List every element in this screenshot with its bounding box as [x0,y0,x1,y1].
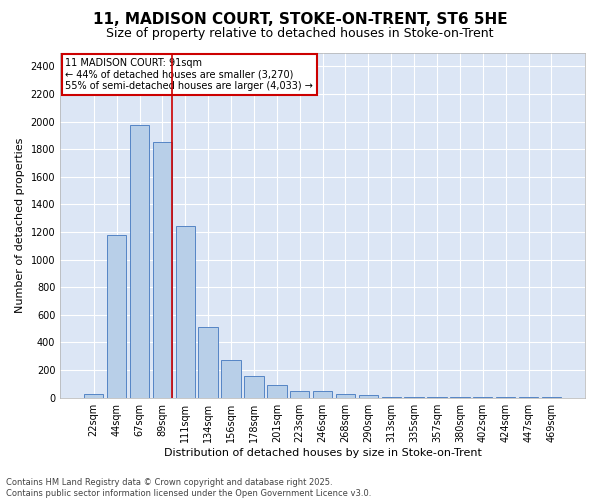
X-axis label: Distribution of detached houses by size in Stoke-on-Trent: Distribution of detached houses by size … [164,448,482,458]
Y-axis label: Number of detached properties: Number of detached properties [15,138,25,313]
Bar [152,142,172,398]
Text: 11 MADISON COURT: 91sqm
← 44% of detached houses are smaller (3,270)
55% of semi: 11 MADISON COURT: 91sqm ← 44% of detache… [65,58,313,91]
Text: 11, MADISON COURT, STOKE-ON-TRENT, ST6 5HE: 11, MADISON COURT, STOKE-ON-TRENT, ST6 5… [92,12,508,28]
Bar [84,394,103,398]
Bar [382,397,401,398]
Text: Size of property relative to detached houses in Stoke-on-Trent: Size of property relative to detached ho… [106,28,494,40]
Bar [359,395,378,398]
Bar [176,226,195,398]
Bar [107,236,127,398]
Bar [221,360,241,398]
Bar [244,376,263,398]
Bar [130,125,149,398]
Bar [267,386,287,398]
Bar [290,391,310,398]
Bar [199,326,218,398]
Bar [336,394,355,398]
Text: Contains HM Land Registry data © Crown copyright and database right 2025.
Contai: Contains HM Land Registry data © Crown c… [6,478,371,498]
Bar [313,392,332,398]
